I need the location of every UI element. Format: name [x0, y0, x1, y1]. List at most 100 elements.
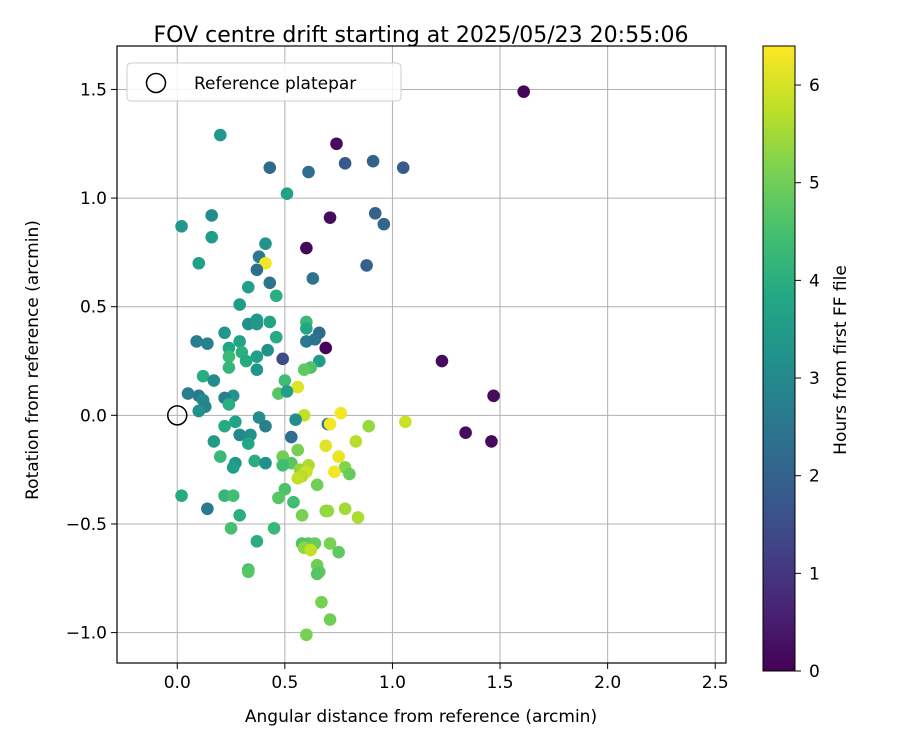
data-point	[276, 458, 289, 472]
data-point	[192, 256, 206, 270]
data-point	[306, 272, 320, 285]
data-point	[321, 504, 335, 518]
data-point	[175, 220, 188, 233]
data-point	[272, 491, 285, 505]
data-point	[332, 450, 345, 463]
data-point	[351, 511, 365, 524]
data-point	[259, 256, 272, 270]
data-point	[343, 467, 356, 481]
data-point	[276, 352, 289, 366]
x-axis-ticks: 0.0 0.5 1.0 1.5 2.0 2.5	[164, 663, 729, 693]
data-point	[332, 545, 345, 559]
data-point	[222, 350, 236, 363]
data-point	[278, 482, 292, 496]
y-axis-ticks: −1.0 −0.5 0.0 0.5 1.0 1.5	[66, 80, 117, 644]
y-tick-label: 0.5	[80, 298, 107, 318]
data-point	[252, 411, 266, 424]
data-point	[338, 157, 352, 170]
data-point	[338, 502, 352, 516]
data-point	[213, 128, 227, 142]
data-point	[241, 280, 255, 294]
data-point	[308, 332, 322, 346]
colorbar-tick-label: 4	[809, 271, 820, 291]
y-tick-label: 0.0	[80, 406, 107, 426]
x-tick-label: 2.0	[594, 673, 621, 693]
data-point	[201, 337, 214, 350]
data-point	[295, 508, 309, 522]
data-point	[207, 435, 221, 448]
data-point	[399, 415, 412, 429]
data-point	[218, 489, 231, 503]
colorbar-gradient	[762, 45, 796, 672]
y-axis-label: Rotation from reference (arcmin)	[23, 220, 43, 500]
data-point	[222, 398, 236, 411]
data-point	[201, 502, 214, 516]
data-point	[181, 387, 195, 400]
data-point	[250, 535, 264, 548]
data-point	[218, 419, 231, 433]
data-point	[263, 315, 277, 329]
data-point	[233, 335, 246, 348]
scatter-points	[167, 85, 531, 642]
data-point	[259, 237, 272, 251]
data-point	[205, 230, 218, 244]
data-point	[222, 361, 236, 374]
data-point	[328, 465, 341, 479]
data-point	[330, 137, 343, 151]
data-point	[261, 343, 274, 357]
data-point	[287, 495, 300, 509]
data-point	[233, 428, 246, 442]
colorbar-tick-label: 6	[809, 76, 820, 96]
colorbar-tick-label: 5	[809, 174, 820, 194]
data-point	[377, 217, 391, 231]
data-point	[280, 385, 294, 398]
data-point	[263, 161, 277, 174]
data-point	[241, 317, 255, 331]
x-tick-label: 0.0	[164, 673, 191, 693]
chart-title: FOV centre drift starting at 2025/05/23 …	[154, 23, 689, 48]
x-tick-label: 1.5	[487, 673, 514, 693]
data-point	[192, 404, 206, 418]
data-point	[300, 322, 313, 335]
data-point	[459, 426, 472, 440]
data-point	[250, 350, 264, 363]
data-point	[304, 543, 317, 557]
data-point	[267, 522, 281, 535]
data-point	[297, 363, 311, 377]
data-point	[241, 437, 255, 450]
data-point	[196, 369, 210, 383]
data-point	[224, 522, 238, 535]
data-point	[368, 206, 382, 220]
data-point	[315, 595, 328, 609]
data-point	[334, 406, 348, 420]
x-tick-label: 1.0	[379, 673, 406, 693]
data-point	[485, 435, 498, 448]
data-point	[291, 443, 305, 457]
data-point	[218, 326, 231, 340]
data-point	[310, 478, 324, 492]
data-point	[312, 354, 326, 368]
data-point	[291, 380, 305, 394]
data-point	[291, 472, 305, 485]
grid	[117, 46, 726, 663]
data-point	[278, 374, 292, 387]
data-point	[175, 489, 188, 503]
data-point	[233, 298, 246, 311]
data-point	[222, 341, 236, 355]
data-point	[289, 413, 302, 426]
data-point	[248, 454, 262, 468]
data-point	[280, 187, 294, 201]
data-point	[226, 461, 240, 474]
data-point	[259, 419, 272, 433]
y-tick-label: 1.5	[80, 80, 107, 100]
data-point	[435, 354, 449, 368]
data-point	[487, 389, 500, 403]
data-point	[323, 613, 337, 626]
data-point	[250, 263, 264, 277]
data-point	[229, 415, 242, 429]
data-point	[276, 450, 289, 463]
legend: Reference platepar	[126, 62, 402, 102]
data-point	[269, 330, 283, 344]
y-tick-label: −0.5	[66, 515, 107, 535]
